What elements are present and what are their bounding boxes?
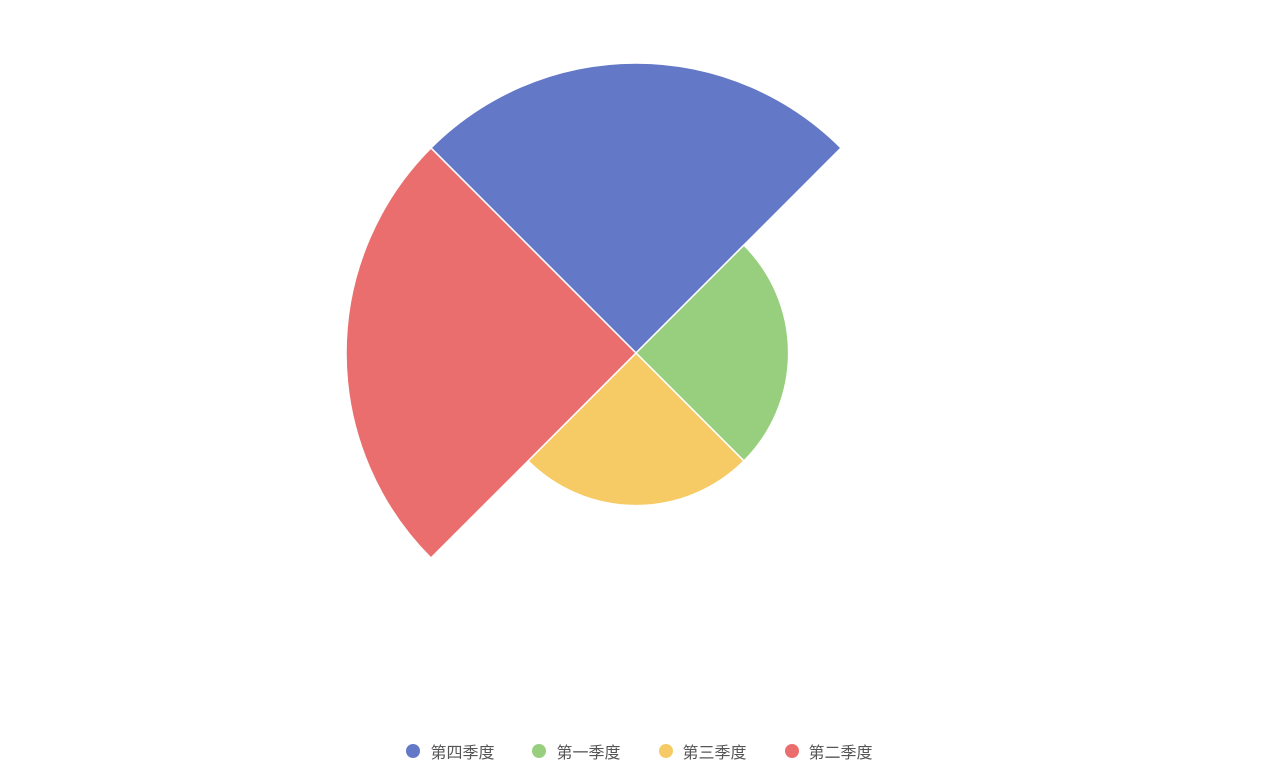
rose-sector-q2[interactable] — [345, 147, 637, 559]
chart-legend: 第四季度 第一季度 第三季度 第二季度 — [0, 736, 1279, 766]
legend-item-q4[interactable]: 第四季度 — [406, 739, 494, 763]
legend-item-q3[interactable]: 第三季度 — [658, 739, 747, 763]
legend-label-q4: 第四季度 — [430, 743, 495, 762]
legend-label-q1: 第一季度 — [556, 743, 621, 762]
legend-label-q3: 第三季度 — [682, 743, 747, 762]
legend-marker-q4 — [406, 744, 421, 758]
legend-item-q1[interactable]: 第一季度 — [532, 739, 621, 763]
rose-sector-q3[interactable] — [527, 352, 745, 507]
legend-marker-q1 — [532, 744, 547, 758]
legend-marker-q3 — [658, 744, 673, 758]
rose-sector-q4[interactable] — [430, 62, 842, 354]
legend-label-q2: 第二季度 — [808, 743, 873, 762]
legend-marker-q2 — [784, 744, 799, 758]
legend-item-q2[interactable]: 第二季度 — [784, 739, 873, 763]
rose-sector-q1[interactable] — [635, 244, 790, 462]
